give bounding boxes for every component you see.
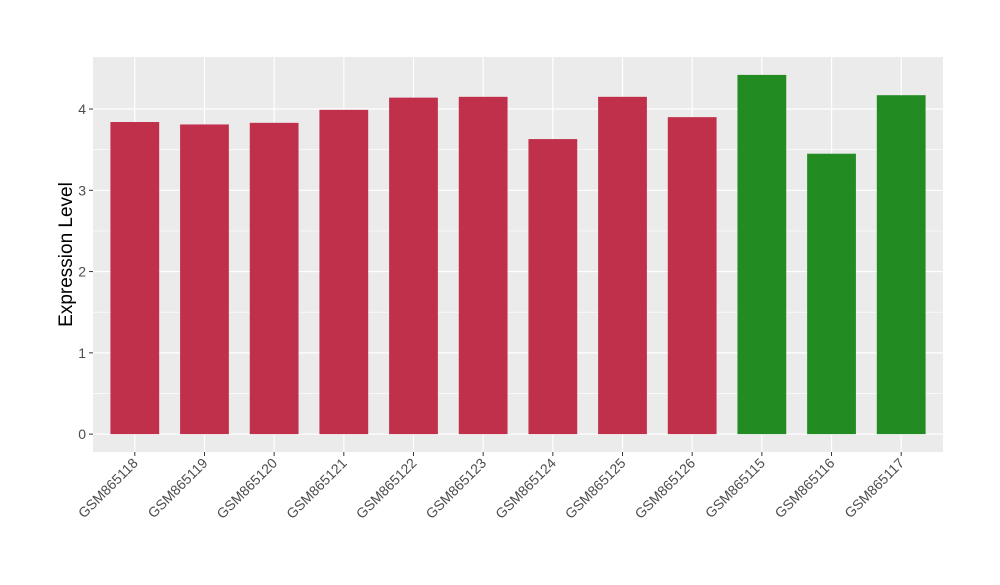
x-tick-label: GSM865125 — [562, 455, 629, 522]
y-axis-label: Expression Level — [56, 182, 77, 327]
x-tick-label: GSM865122 — [353, 455, 420, 522]
x-tick-label: GSM865121 — [283, 455, 350, 522]
bar-GSM865122 — [389, 97, 438, 435]
x-axis: GSM865118 GSM865119 GSM865120 GSM865121 GSM8… — [75, 452, 907, 522]
x-tick-label: GSM865118 — [75, 455, 141, 521]
x-tick-label: GSM865123 — [422, 455, 489, 522]
bar-GSM865115 — [737, 74, 787, 435]
plot-panel — [93, 57, 943, 452]
x-tick-label: GSM865116 — [771, 455, 837, 521]
bar-GSM865121 — [319, 109, 369, 435]
y-tick-label: 3 — [78, 182, 86, 198]
y-tick-label: 0 — [78, 426, 86, 442]
bars — [110, 74, 926, 435]
bar-GSM865116 — [807, 153, 856, 435]
x-tick-label: GSM865126 — [631, 455, 698, 522]
bar-GSM865123 — [458, 96, 508, 435]
y-axis: 0 1 2 3 4 — [78, 101, 93, 442]
x-tick-label: GSM865124 — [492, 455, 559, 522]
x-tick-label: GSM865119 — [144, 455, 210, 521]
bar-GSM865126 — [667, 117, 717, 435]
x-tick-label: GSM865117 — [841, 455, 907, 521]
bar-GSM865120 — [249, 122, 299, 435]
x-tick-label: GSM865120 — [213, 455, 280, 522]
y-tick-label: 4 — [78, 101, 86, 117]
bar-GSM865125 — [598, 96, 647, 435]
bar-GSM865117 — [876, 95, 926, 435]
y-tick-label: 1 — [78, 345, 86, 361]
x-tick-label: GSM865115 — [702, 455, 768, 521]
bar-GSM865119 — [180, 124, 229, 435]
bar-GSM865118 — [110, 122, 160, 435]
y-tick-label: 2 — [78, 264, 86, 280]
bar-GSM865124 — [528, 139, 578, 435]
minor-gridlines — [93, 149, 943, 394]
